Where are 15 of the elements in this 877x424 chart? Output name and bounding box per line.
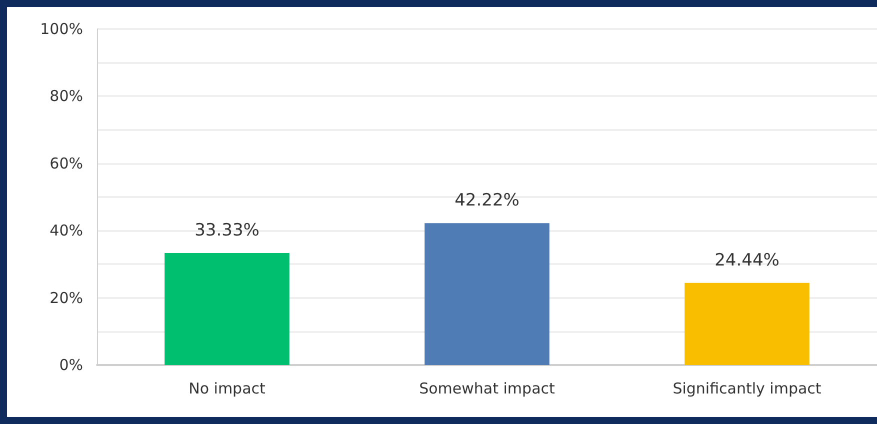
y-tick-label: 100%: [40, 20, 83, 38]
y-tick-label: 0%: [59, 356, 83, 374]
data-label: 24.44%: [714, 250, 780, 270]
x-tick-label: Significantly impact: [672, 380, 822, 398]
y-tick-label: 40%: [50, 222, 83, 240]
bar: [684, 282, 810, 365]
bar: [164, 253, 290, 365]
y-tick-label: 20%: [50, 288, 83, 307]
bar: [424, 223, 550, 365]
x-tick-label: Somewhat impact: [419, 380, 556, 398]
x-tick-label: No impact: [188, 380, 266, 398]
data-label: 33.33%: [194, 220, 260, 241]
y-tick-label: 60%: [50, 154, 83, 172]
y-tick-label: 80%: [50, 87, 83, 106]
data-label: 42.22%: [454, 190, 520, 211]
